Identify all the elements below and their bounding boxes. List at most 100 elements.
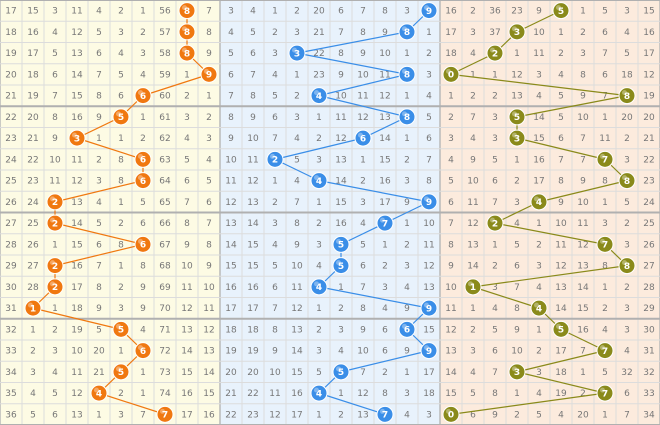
cell-value: 4 xyxy=(448,155,454,165)
ball-circle xyxy=(310,278,328,296)
cell-value: 1 xyxy=(338,283,344,293)
ball-circle xyxy=(552,2,570,20)
cell-value: 1 xyxy=(404,219,410,229)
cell-value: 1 xyxy=(272,177,278,187)
cell-value: 3 xyxy=(404,389,410,399)
cell-value: 8 xyxy=(118,155,124,165)
cell-value: 36 xyxy=(489,7,501,17)
number-ball: 1 xyxy=(24,299,42,317)
ball-number: 3 xyxy=(294,49,300,59)
cell-value: 2 xyxy=(536,347,542,357)
cell-value: 18 xyxy=(247,325,259,335)
ball-highlight xyxy=(292,47,297,53)
number-ball: 8 xyxy=(398,65,416,83)
cell-value: 3 xyxy=(624,304,630,314)
cell-value: 71 xyxy=(159,325,170,335)
number-ball: 4 xyxy=(310,384,328,402)
cell-value: 36 xyxy=(5,410,17,420)
cell-value: 1 xyxy=(404,92,410,102)
cell-value: 16 xyxy=(445,7,457,17)
cell-value: 2 xyxy=(118,7,124,17)
cell-value: 16 xyxy=(27,28,39,38)
cell-value: 7 xyxy=(558,155,564,165)
trend-segment xyxy=(54,180,144,203)
ball-circle xyxy=(486,44,504,62)
trend-segment xyxy=(98,392,166,415)
ball-highlight xyxy=(50,260,55,266)
cell-value: 1 xyxy=(360,155,366,165)
trend-segment xyxy=(32,307,122,330)
cell-value: 9 xyxy=(96,113,102,123)
cell-value: 16 xyxy=(71,113,83,123)
ball-circle xyxy=(46,257,64,275)
cell-value: 6 xyxy=(184,177,190,187)
trend-segment xyxy=(318,180,430,203)
ball-highlight xyxy=(138,90,143,96)
cell-value: 30 xyxy=(643,325,655,335)
cell-value: 13 xyxy=(357,410,368,420)
ball-circle xyxy=(508,108,526,126)
cell-value: 22 xyxy=(27,155,38,165)
ball-number: 7 xyxy=(382,411,388,421)
cell-value: 21 xyxy=(643,134,654,144)
cell-value: 8 xyxy=(272,325,278,335)
cell-value: 35 xyxy=(5,389,16,399)
cell-value: 31 xyxy=(5,304,16,314)
trend-segment xyxy=(516,95,628,118)
cell-value: 11 xyxy=(335,113,346,123)
ball-highlight xyxy=(402,111,407,117)
cell-value: 9 xyxy=(514,325,520,335)
cell-value: 3 xyxy=(294,113,300,123)
cell-value: 2 xyxy=(272,198,278,208)
cell-value: 15 xyxy=(203,389,214,399)
cell-value: 7 xyxy=(228,92,234,102)
cell-value: 23 xyxy=(27,177,38,187)
number-ball: 6 xyxy=(134,172,152,190)
trend-segment xyxy=(54,243,144,267)
cell-value: 20 xyxy=(225,368,237,378)
ball-circle xyxy=(376,214,394,232)
cell-value: 2 xyxy=(140,28,146,38)
cell-value: 8 xyxy=(250,92,256,102)
cell-value: 1 xyxy=(140,7,146,17)
cell-value: 1 xyxy=(52,240,58,250)
ball-highlight xyxy=(556,5,561,11)
cell-value: 2 xyxy=(492,92,498,102)
cell-value: 7 xyxy=(602,92,608,102)
cell-value: 4 xyxy=(52,28,58,38)
cell-value: 13 xyxy=(291,325,302,335)
cell-value: 28 xyxy=(27,283,39,293)
cell-value: 18 xyxy=(27,70,39,80)
cell-value: 2 xyxy=(316,134,322,144)
cell-value: 9 xyxy=(404,304,410,314)
trend-segment xyxy=(318,286,430,309)
cell-value: 7 xyxy=(624,410,630,420)
cell-value: 15 xyxy=(181,368,192,378)
trend-segment xyxy=(472,265,628,288)
cell-value: 34 xyxy=(5,368,17,378)
ball-highlight xyxy=(622,90,627,96)
cell-value: 4 xyxy=(602,325,608,335)
cell-value: 4 xyxy=(470,368,476,378)
cell-value: 5 xyxy=(602,368,608,378)
cell-value: 33 xyxy=(5,347,16,357)
cell-value: 11 xyxy=(555,240,566,250)
cell-value: 17 xyxy=(225,304,236,314)
cell-value: 5 xyxy=(294,155,300,165)
ball-highlight xyxy=(402,323,407,329)
cell-value: 14 xyxy=(247,219,259,229)
cell-value: 3 xyxy=(426,410,432,420)
cell-value: 4 xyxy=(140,70,146,80)
ball-highlight xyxy=(336,366,341,372)
ball-highlight xyxy=(182,47,187,53)
cell-value: 15 xyxy=(71,240,82,250)
cell-value: 2 xyxy=(338,304,344,314)
cell-value: 1 xyxy=(470,304,476,314)
cell-value: 3 xyxy=(206,134,212,144)
number-ball: 0 xyxy=(442,405,460,423)
ball-circle xyxy=(178,23,196,41)
number-ball: 5 xyxy=(552,320,570,338)
cell-value: 13 xyxy=(181,325,192,335)
cell-value: 32 xyxy=(643,368,654,378)
cell-value: 4 xyxy=(316,262,322,272)
